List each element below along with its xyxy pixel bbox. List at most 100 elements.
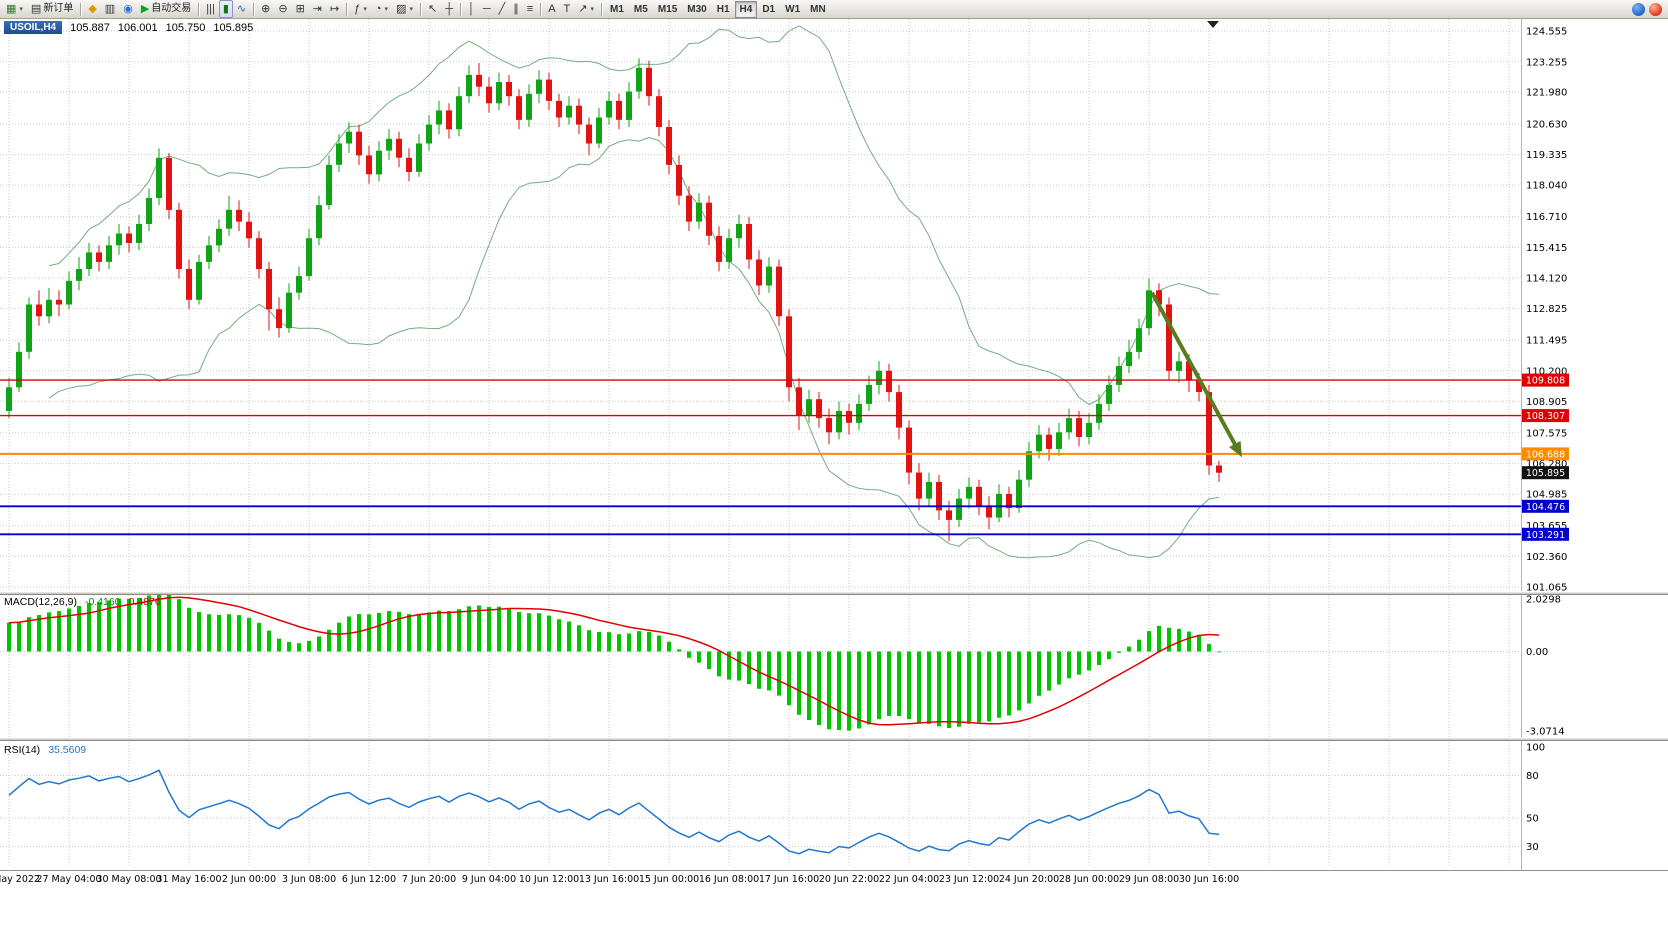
svg-text:120.630: 120.630: [1526, 119, 1567, 130]
line-chart-button[interactable]: ∿: [233, 0, 250, 18]
candlestick-chart-button[interactable]: ▮: [218, 0, 233, 18]
svg-text:26 May 2022: 26 May 2022: [0, 874, 40, 885]
shift-icon: ↦: [330, 2, 340, 15]
rsi-value: 35.5609: [48, 744, 87, 756]
ohlc-close: 105.895: [213, 21, 254, 34]
timeframe-d1-button[interactable]: D1: [762, 3, 776, 15]
svg-text:100: 100: [1526, 743, 1545, 754]
trendline-button[interactable]: ╱: [495, 0, 510, 18]
svg-text:112.825: 112.825: [1526, 304, 1567, 315]
cursor-icon: ↖: [427, 2, 438, 15]
macd-label-text: MACD(12,26,9): [4, 596, 77, 608]
svg-text:22 Jun 04:00: 22 Jun 04:00: [879, 874, 939, 885]
timeframe-h1-button[interactable]: H1: [716, 3, 730, 15]
periods-button[interactable]: ◔ ▾: [371, 0, 392, 18]
new-order-icon: ▤: [30, 2, 42, 15]
price-badge: [1522, 499, 1569, 513]
svg-text:123.255: 123.255: [1526, 57, 1567, 68]
notifications-icon[interactable]: [1649, 2, 1662, 16]
crosshair-icon: ┼: [445, 2, 453, 15]
svg-text:106.688: 106.688: [1526, 449, 1565, 460]
timeframe-h4-button[interactable]: H4: [734, 0, 758, 18]
svg-text:111.495: 111.495: [1526, 336, 1567, 347]
timeframe-m15-button[interactable]: M15: [657, 3, 678, 15]
crosshair-button[interactable]: ┼: [441, 0, 457, 18]
svg-text:103.291: 103.291: [1526, 530, 1565, 541]
templates-button[interactable]: ▨ ▾: [392, 0, 417, 18]
svg-text:20 Jun 22:00: 20 Jun 22:00: [819, 874, 879, 885]
svg-text:102.360: 102.360: [1526, 552, 1567, 563]
horizontal-line-button[interactable]: ─: [479, 0, 495, 18]
svg-text:101.065: 101.065: [1526, 583, 1567, 594]
profiles-button[interactable]: ▥: [101, 0, 119, 18]
svg-text:107.575: 107.575: [1526, 428, 1567, 439]
text-icon: A: [548, 2, 556, 15]
cursor-button[interactable]: ↖: [424, 0, 441, 18]
new-chart-button[interactable]: ▦ ▾: [2, 0, 27, 18]
label-icon: T: [563, 2, 571, 15]
svg-text:104.476: 104.476: [1526, 502, 1565, 513]
toolbar-separator: [253, 2, 255, 16]
price-axis[interactable]: 124.555 123.255 121.980 120.630 119.335 118.0…: [1526, 27, 1567, 853]
toolbar-separator: [459, 2, 461, 16]
trend-arrow[interactable]: [1150, 291, 1242, 458]
candlestick-series: [6, 58, 1222, 542]
price-chart[interactable]: 124.555 123.255 121.980 120.630 119.335 118.0…: [0, 19, 1668, 940]
label-button[interactable]: T: [560, 0, 575, 18]
svg-text:30 Jun 16:00: 30 Jun 16:00: [1179, 874, 1239, 885]
indicators-button[interactable]: ƒ ▾: [350, 0, 371, 18]
svg-text:108.307: 108.307: [1526, 411, 1565, 422]
search-icon[interactable]: [1632, 2, 1645, 16]
svg-text:105.895: 105.895: [1526, 468, 1565, 479]
svg-text:106.280: 106.280: [1526, 459, 1567, 470]
zoom-in-icon: ⊕: [261, 2, 271, 15]
timeframe-w1-button[interactable]: W1: [785, 3, 801, 15]
fibo-icon: ≡: [526, 2, 534, 15]
arrows-button[interactable]: ↗ ▾: [574, 0, 598, 18]
equidistant-channel-button[interactable]: ∥: [509, 0, 523, 18]
svg-text:27 May 04:00: 27 May 04:00: [36, 874, 101, 885]
zoom-out-button[interactable]: ⊖: [274, 0, 291, 18]
svg-text:17 Jun 16:00: 17 Jun 16:00: [759, 874, 819, 885]
svg-text:115.415: 115.415: [1526, 243, 1567, 254]
new-order-button[interactable]: ▤ 新订单: [27, 0, 77, 18]
svg-text:0.00: 0.00: [1526, 647, 1548, 658]
chevron-down-icon: ▾: [363, 5, 367, 13]
panel-separator-macd[interactable]: [0, 591, 1668, 595]
bar-chart-button[interactable]: |||: [202, 0, 219, 18]
favorites-button[interactable]: ◆: [84, 0, 100, 18]
chart-shift-button[interactable]: ↦: [326, 0, 343, 18]
timeframe-mn-button[interactable]: MN: [810, 3, 826, 15]
panel-separator-rsi[interactable]: [0, 737, 1668, 741]
svg-text:103.655: 103.655: [1526, 521, 1567, 532]
zoom-out-icon: ⊖: [278, 2, 288, 15]
svg-text:80: 80: [1526, 771, 1539, 782]
svg-text:10 Jun 12:00: 10 Jun 12:00: [519, 874, 579, 885]
tile-windows-button[interactable]: ⊞: [292, 0, 309, 18]
autotrading-button-label: 自动交易: [151, 3, 192, 14]
vline-icon: │: [467, 2, 475, 15]
data-window-button[interactable]: ◉: [119, 0, 137, 18]
timeframe-m5-button[interactable]: M5: [633, 3, 648, 15]
bars-icon: |||: [206, 2, 215, 15]
toolbar-separator: [540, 2, 542, 16]
price-badge: [1522, 373, 1569, 387]
zoom-in-button[interactable]: ⊕: [257, 0, 274, 18]
timeframe-m1-button[interactable]: M1: [610, 3, 624, 15]
macd-indicator-label: MACD(12,26,9) -0.4160 0.4876: [4, 596, 161, 608]
fibonacci-button[interactable]: ≡: [523, 0, 537, 18]
tile-icon: ⊞: [295, 2, 305, 15]
vertical-line-button[interactable]: │: [464, 0, 479, 18]
timeframe-m30-button[interactable]: M30: [687, 3, 707, 15]
svg-text:2 Jun 00:00: 2 Jun 00:00: [222, 874, 276, 885]
horizontal-levels[interactable]: 109.808 108.307 106.688 105.895 104.476 103.2…: [0, 373, 1569, 541]
text-button[interactable]: A: [544, 0, 559, 18]
auto-scroll-button[interactable]: ⇥: [309, 0, 326, 18]
svg-text:-3.0714: -3.0714: [1526, 727, 1565, 738]
svg-text:124.555: 124.555: [1526, 27, 1567, 38]
chart-plus-icon: ▦: [6, 2, 17, 15]
svg-text:7 Jun 20:00: 7 Jun 20:00: [402, 874, 456, 885]
price-badge: [1522, 466, 1569, 480]
autotrading-button[interactable]: ▶ 自动交易: [137, 0, 195, 18]
